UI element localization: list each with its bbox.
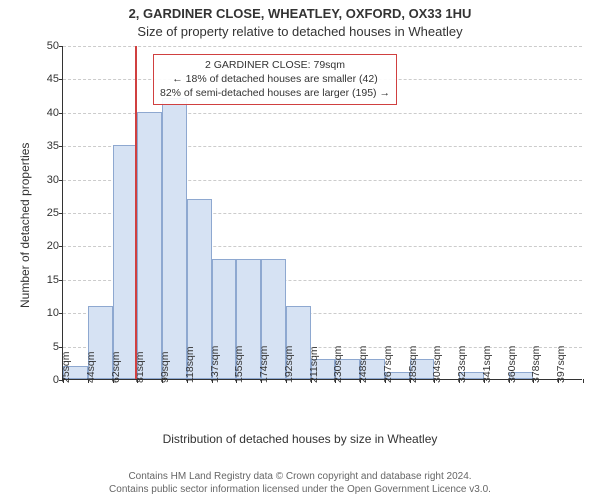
x-tick-label: 397sqm [555,346,567,383]
x-tick-label: 192sqm [283,346,295,383]
x-tick-label: 62sqm [110,351,122,383]
x-tick-label: 174sqm [258,346,270,383]
x-tick-label: 211sqm [308,346,320,383]
footer-attribution: Contains HM Land Registry data © Crown c… [0,470,600,496]
annotation-line: ← 18% of detached houses are smaller (42… [160,72,390,86]
x-tick-label: 267sqm [382,346,394,383]
x-tick-label: 44sqm [85,351,97,383]
reference-line [135,46,137,379]
x-tick-label: 285sqm [407,346,419,383]
plot-area: 0510152025303540455025sqm44sqm62sqm81sqm… [62,46,582,380]
x-tick-label: 304sqm [431,346,443,383]
y-tick-label: 20 [47,240,61,252]
y-tick-label: 15 [47,274,61,286]
x-tick-label: 155sqm [233,346,245,383]
y-axis-label: Number of detached properties [18,143,32,308]
x-tick-label: 248sqm [357,346,369,383]
footer-line: Contains public sector information licen… [0,483,600,496]
annotation-box: 2 GARDINER CLOSE: 79sqm ← 18% of detache… [153,54,397,105]
x-tick-label: 230sqm [332,346,344,383]
x-tick-label: 323sqm [456,346,468,383]
footer-line: Contains HM Land Registry data © Crown c… [0,470,600,483]
y-tick-label: 40 [47,107,61,119]
x-tick-label: 341sqm [481,346,493,383]
x-tick-label: 137sqm [209,346,221,383]
histogram-bar [162,98,187,379]
x-tick-label: 99sqm [159,351,171,383]
chart-container: 2, GARDINER CLOSE, WHEATLEY, OXFORD, OX3… [0,0,600,500]
histogram-bar [113,145,138,379]
gridline [63,46,582,47]
x-tick-label: 378sqm [530,346,542,383]
y-tick-label: 45 [47,73,61,85]
x-tick-label: 360sqm [506,346,518,383]
y-tick-label: 50 [47,40,61,52]
annotation-line: 82% of semi-detached houses are larger (… [160,86,390,100]
y-tick-label: 30 [47,174,61,186]
x-tick-mark [583,379,584,383]
chart-title-address: 2, GARDINER CLOSE, WHEATLEY, OXFORD, OX3… [0,6,600,21]
y-tick-label: 35 [47,140,61,152]
y-tick-label: 25 [47,207,61,219]
x-tick-label: 25sqm [60,351,72,383]
histogram-bar [137,112,162,379]
annotation-line: 2 GARDINER CLOSE: 79sqm [160,58,390,72]
y-tick-label: 10 [47,307,61,319]
x-tick-label: 118sqm [184,346,196,383]
x-axis-label: Distribution of detached houses by size … [0,432,600,446]
chart-subtitle: Size of property relative to detached ho… [0,24,600,39]
